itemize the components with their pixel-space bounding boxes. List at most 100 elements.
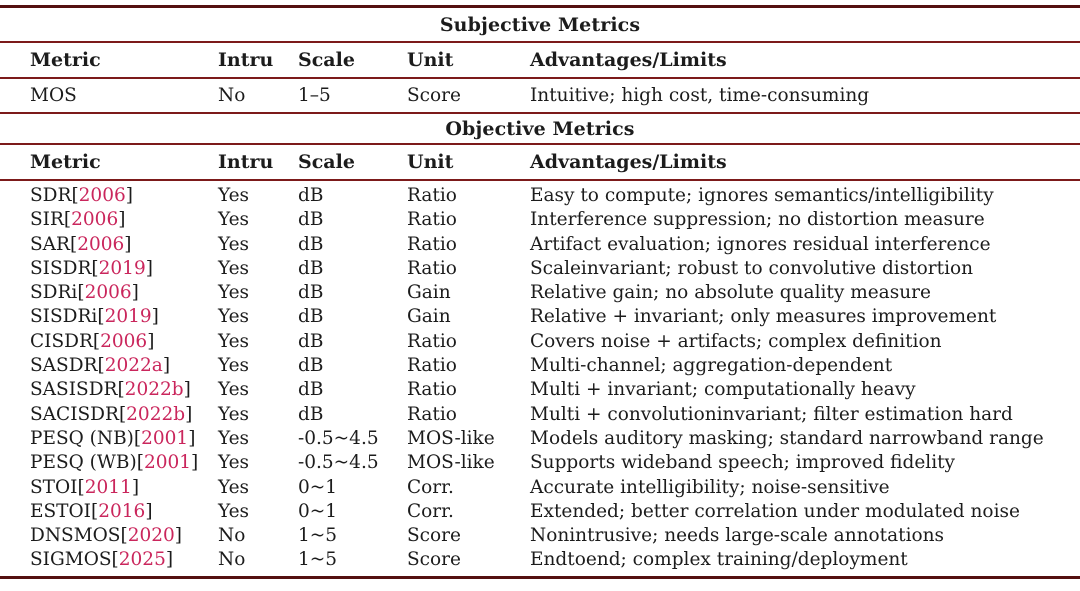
unit-cell: Score	[407, 549, 461, 571]
scale-cell: 0~1	[298, 476, 338, 498]
unit-cell: Ratio	[407, 257, 457, 279]
intrusive-cell: Yes	[218, 452, 250, 474]
citation-year-link[interactable]: 2016	[98, 500, 146, 522]
unit-cell: Corr.	[407, 476, 454, 498]
citation-year-link[interactable]: 2022b	[126, 403, 186, 425]
intrusive-cell: Yes	[218, 233, 250, 255]
scale-cell: dB	[298, 257, 324, 279]
intrusive-cell: Yes	[218, 330, 250, 352]
scale-cell: 1~5	[298, 525, 338, 547]
intrusive-cell: Yes	[218, 355, 250, 377]
citation-year-link[interactable]: 2011	[84, 476, 132, 498]
metric-name-cell: SIGMOS[2025]	[30, 549, 174, 571]
section-title-subjective: Subjective Metrics	[0, 8, 1080, 41]
column-header-metric: Metric	[30, 151, 101, 173]
citation-year-link[interactable]: 2001	[143, 452, 192, 474]
scale-cell: 1~5	[298, 549, 338, 571]
citation-year-link[interactable]: 2006	[77, 233, 125, 255]
metric-name-cell: SASDR[2022a]	[30, 355, 171, 377]
citation-year-link[interactable]: 2022b	[124, 379, 184, 401]
metrics-table: Subjective Metrics Metric Intru Scale Un…	[0, 5, 1080, 579]
column-header-intru: Intru	[218, 151, 274, 173]
citation-year-link[interactable]: 2019	[98, 257, 146, 279]
table-rule	[0, 179, 1080, 181]
intrusive-cell: Yes	[218, 185, 250, 206]
metric-name-cell: STOI[2011]	[30, 476, 140, 498]
column-header-row-subjective: Metric Intru Scale Unit Advantages/Limit…	[0, 43, 1080, 77]
column-header-scale: Scale	[298, 49, 355, 71]
citation-year-link[interactable]: 2006	[78, 185, 126, 206]
column-header-scale: Scale	[298, 151, 355, 173]
intrusive-cell: No	[218, 549, 246, 571]
table-row: SASDR[2022a] Yes dB Ratio Multi-channel; agg…	[0, 354, 1080, 378]
advantages-limits-cell: Scaleinvariant; robust to convolutive di…	[530, 257, 974, 279]
scale-cell: dB	[298, 403, 324, 425]
unit-cell: Corr.	[407, 500, 454, 522]
citation-year-link[interactable]: 2006	[100, 330, 148, 352]
citation-year-link[interactable]: 2006	[71, 209, 119, 231]
citation-year-link[interactable]: 2022a	[104, 355, 163, 377]
advantages-limits-cell: Covers noise + artifacts; complex defini…	[530, 330, 942, 352]
citation-year-link[interactable]: 2020	[127, 525, 175, 547]
table-row: SAR[2006] Yes dB Ratio Artifact evaluation; …	[0, 233, 1080, 257]
intrusive-cell: Yes	[218, 500, 250, 522]
advantages-limits-cell: Easy to compute; ignores semantics/intel…	[530, 185, 994, 206]
unit-cell: Gain	[407, 306, 451, 328]
unit-cell: Ratio	[407, 330, 457, 352]
unit-cell: MOS-like	[407, 427, 495, 449]
intrusive-cell: Yes	[218, 476, 250, 498]
intrusive-cell: No	[218, 525, 246, 547]
table-rule	[0, 77, 1080, 79]
scale-cell: dB	[298, 379, 324, 401]
advantages-limits-cell: Multi + invariant; computationally heavy	[530, 379, 916, 401]
table-row: STOI[2011] Yes 0~1 Corr. Accurate intelligib…	[0, 476, 1080, 500]
advantages-limits-cell: Supports wideband speech; improved fidel…	[530, 452, 955, 474]
intrusive-cell: Yes	[218, 306, 250, 328]
citation-year-link[interactable]: 2025	[118, 549, 166, 571]
metric-name-cell: SISDRi[2019]	[30, 306, 159, 328]
metric-name-cell: CISDR[2006]	[30, 330, 155, 352]
metric-name-cell: PESQ (NB)[2001]	[30, 427, 196, 449]
table-row: SISDRi[2019] Yes dB Gain Relative + invarian…	[0, 305, 1080, 329]
column-header-unit: Unit	[407, 151, 454, 173]
advantages-limits-cell: Intuitive; high cost, time-consuming	[530, 85, 870, 106]
table-rule	[0, 41, 1080, 43]
scale-cell: dB	[298, 282, 324, 304]
unit-cell: Gain	[407, 282, 451, 304]
table-row: SACISDR[2022b] Yes dB Ratio Multi + convolut…	[0, 403, 1080, 427]
column-header-intru: Intru	[218, 49, 274, 71]
unit-cell: Ratio	[407, 355, 457, 377]
intrusive-cell: Yes	[218, 427, 250, 449]
citation-year-link[interactable]: 2019	[104, 306, 152, 328]
scale-cell: -0.5~4.5	[298, 452, 379, 474]
advantages-limits-cell: Multi + convolutioninvariant; filter est…	[530, 403, 1013, 425]
section-title-text: Objective Metrics	[445, 117, 635, 140]
subjective-rows: MOS No 1–5 Score Intuitive; high cost, time-…	[0, 79, 1080, 112]
unit-cell: Ratio	[407, 185, 457, 206]
advantages-limits-cell: Relative gain; no absolute quality measu…	[530, 282, 931, 304]
unit-cell: Ratio	[407, 403, 457, 425]
advantages-limits-cell: Accurate intelligibility; noise-sensitiv…	[530, 476, 890, 498]
intrusive-cell: Yes	[218, 282, 250, 304]
advantages-limits-cell: Extended; better correlation under modul…	[530, 500, 1020, 522]
metric-name-cell: SIR[2006]	[30, 209, 126, 231]
advantages-limits-cell: Endtoend; complex training/deployment	[530, 549, 908, 571]
metric-name-cell: SAR[2006]	[30, 233, 132, 255]
table-row: SASISDR[2022b] Yes dB Ratio Multi + invarian…	[0, 378, 1080, 402]
table-row: PESQ (WB)[2001] Yes -0.5~4.5 MOS-like Suppor…	[0, 451, 1080, 475]
scale-cell: -0.5~4.5	[298, 427, 379, 449]
advantages-limits-cell: Models auditory masking; standard narrow…	[530, 427, 1044, 449]
scale-cell: dB	[298, 306, 324, 328]
metric-name-cell: SISDR[2019]	[30, 257, 153, 279]
table-bottom-rule	[0, 575, 1080, 579]
citation-year-link[interactable]: 2006	[84, 282, 132, 304]
unit-cell: Ratio	[407, 233, 457, 255]
table-row: CISDR[2006] Yes dB Ratio Covers noise + arti…	[0, 330, 1080, 354]
table-row: MOS No 1–5 Score Intuitive; high cost, time-…	[0, 79, 1080, 112]
intrusive-cell: Yes	[218, 209, 250, 231]
objective-rows: SDR[2006] Yes dB Ratio Easy to compute; igno…	[0, 181, 1080, 576]
citation-year-link[interactable]: 2001	[141, 427, 189, 449]
unit-cell: Ratio	[407, 209, 457, 231]
table-row: DNSMOS[2020] No 1~5 Score Nonintrusive; need…	[0, 524, 1080, 548]
table-row: ESTOI[2016] Yes 0~1 Corr. Extended; better c…	[0, 500, 1080, 524]
